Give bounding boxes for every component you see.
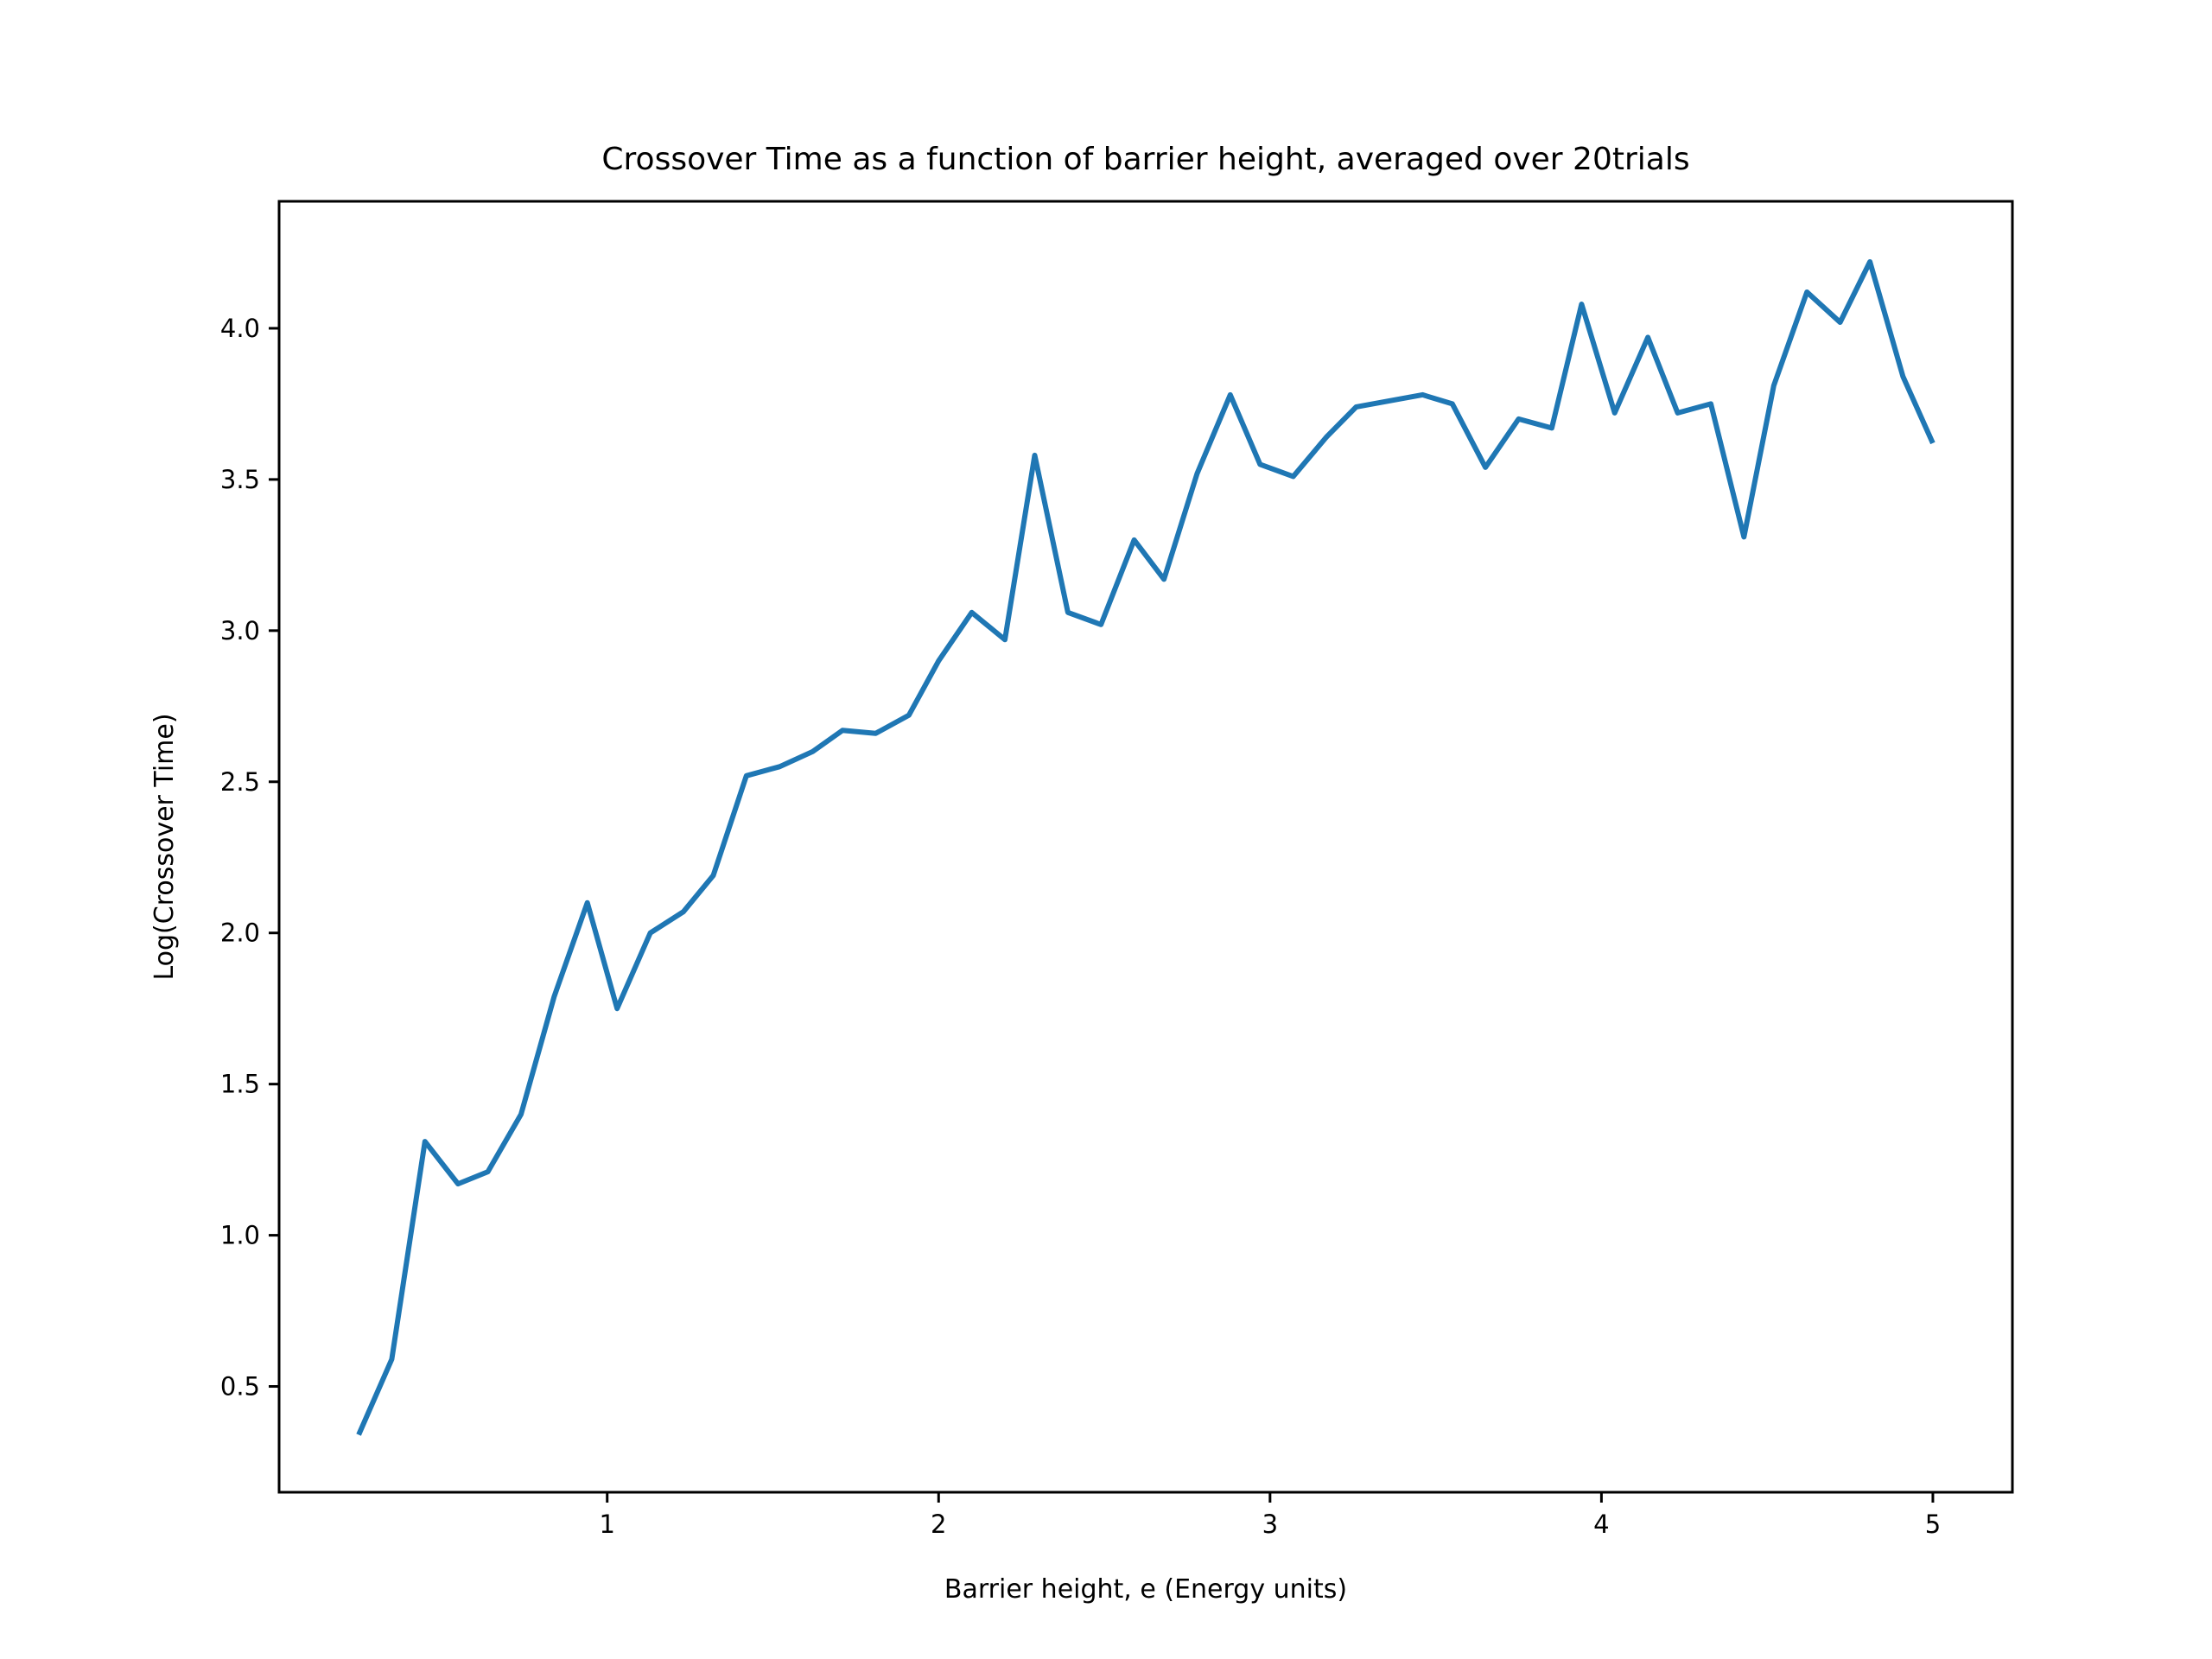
x-tick-label: 2	[931, 1510, 946, 1539]
y-tick-label: 2.0	[220, 918, 260, 948]
y-axis-label: Log(Crossover Time)	[149, 713, 180, 980]
y-tick-label: 2.5	[220, 767, 260, 797]
x-axis-label: Barrier height, e (Energy units)	[944, 1574, 1347, 1605]
y-tick-label: 4.0	[220, 314, 260, 343]
series-layer	[356, 259, 1936, 1436]
y-axis-ticks: 0.5 1.0 1.5 2.0 2.5 3.0 3.5 4.0	[220, 314, 279, 1402]
x-tick-label: 5	[1925, 1510, 1941, 1539]
y-tick-label: 1.5	[220, 1070, 260, 1099]
chart-title: Crossover Time as a function of barrier …	[601, 142, 1689, 177]
x-axis-ticks: 1 2 3 4 5	[599, 1492, 1941, 1539]
x-tick-label: 3	[1262, 1510, 1278, 1539]
plot-frame	[277, 200, 2014, 1494]
x-tick-label: 1	[599, 1510, 614, 1539]
series-line-0	[356, 259, 1936, 1436]
y-tick-label: 3.0	[220, 616, 260, 645]
x-tick-label: 4	[1593, 1510, 1609, 1539]
y-tick-label: 1.0	[220, 1221, 260, 1250]
y-tick-label: 3.5	[220, 465, 260, 494]
y-tick-label: 0.5	[220, 1372, 260, 1402]
